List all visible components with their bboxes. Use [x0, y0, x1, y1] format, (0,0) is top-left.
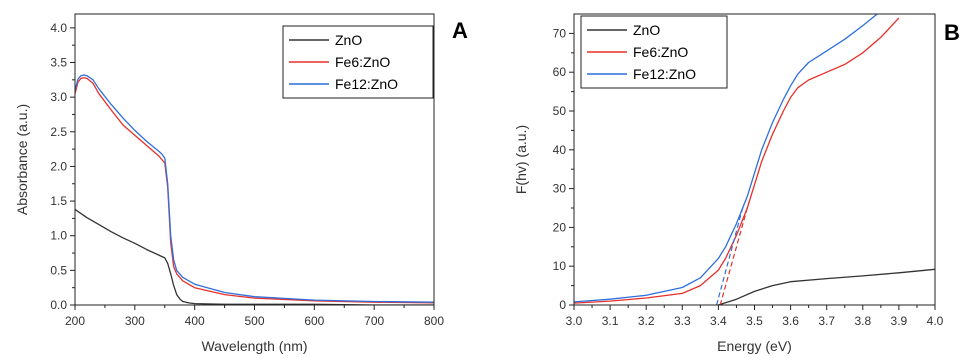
chart-b-y-tick-label: 40 — [553, 143, 567, 157]
chart-b-x-tick-label: 3.7 — [818, 314, 835, 328]
chart-a-y-axis-title: Absorbance (a.u.) — [14, 104, 30, 215]
chart-a-legend: ZnO Fe6:ZnO Fe12:ZnO — [282, 25, 434, 99]
chart-a-x-tick-label: 200 — [65, 314, 85, 328]
chart-b-y-tick-label: 30 — [553, 182, 567, 196]
chart-b-legend-box — [580, 15, 728, 89]
chart-b-x-tick-label: 3.4 — [710, 314, 727, 328]
chart-b-x-tick-label: 3.3 — [674, 314, 691, 328]
chart-a-panel-label: A — [452, 18, 468, 43]
chart-a-x-tick-label: 700 — [364, 314, 384, 328]
chart-b-y-tick-label: 10 — [553, 259, 567, 273]
chart-a-series-zno — [75, 208, 434, 305]
chart-a-legend-label: Fe6:ZnO — [335, 54, 390, 70]
chart-a-ticks: 200 300 400 500 600 700 800 0.0 0.5 1.0 1.5 2.0 2.5 3… — [50, 21, 444, 328]
chart-b-y-tick-label: 50 — [553, 104, 567, 118]
chart-a-y-tick-label: 2.0 — [50, 159, 67, 173]
chart-b-x-tick-label: 3.1 — [602, 314, 619, 328]
chart-b-x-tick-label: 3.5 — [746, 314, 763, 328]
chart-b-series-group — [574, 14, 935, 305]
chart-a-series-fe12-zno — [75, 74, 434, 303]
chart-b-x-tick-label: 3.9 — [891, 314, 908, 328]
chart-a-legend-label: Fe12:ZnO — [335, 76, 398, 92]
chart-b-y-tick-label: 20 — [553, 220, 567, 234]
chart-b-y-tick-label: 70 — [553, 26, 567, 40]
chart-b-x-axis-title: Energy (eV) — [717, 338, 792, 354]
chart-b-x-tick-label: 3.2 — [638, 314, 655, 328]
chart-b-series-fe12-zno — [574, 14, 878, 303]
chart-a-y-tick-label: 4.0 — [50, 21, 67, 35]
chart-a-y-tick-label: 0.0 — [50, 298, 67, 312]
chart-b-x-tick-label: 3.0 — [566, 314, 583, 328]
chart-b-legend-label: ZnO — [633, 22, 660, 38]
chart-b-y-tick-label: 0 — [559, 298, 566, 312]
chart-a-y-tick-label: 3.5 — [50, 56, 67, 70]
chart-a-y-tick-label: 2.5 — [50, 125, 67, 139]
chart-a-x-tick-label: 800 — [424, 314, 444, 328]
chart-a: 200 300 400 500 600 700 800 0.0 0.5 1.0 1.5 2.0 2.5 3… — [14, 13, 468, 354]
chart-a-series-group — [75, 74, 434, 305]
chart-b-legend-label: Fe6:ZnO — [633, 44, 688, 60]
chart-b-x-tick-label: 4.0 — [927, 314, 944, 328]
chart-b: 3.0 3.1 3.2 3.3 3.4 3.5 3.6 3.7 3.8 3.9 4.0 0 10 20 30… — [513, 13, 960, 354]
chart-a-x-axis-title: Wavelength (nm) — [201, 338, 307, 354]
chart-a-y-tick-label: 3.0 — [50, 90, 67, 104]
chart-a-legend-label: ZnO — [335, 32, 362, 48]
chart-b-tangent-fe6-zno — [719, 207, 748, 305]
chart-b-y-tick-label: 60 — [553, 65, 567, 79]
chart-b-legend: ZnO Fe6:ZnO Fe12:ZnO — [580, 15, 728, 89]
chart-b-series-fe6-zno — [574, 17, 900, 304]
chart-b-x-tick-label: 3.6 — [782, 314, 799, 328]
chart-b-series-zno — [718, 268, 935, 305]
chart-b-panel-label: B — [944, 20, 960, 45]
chart-b-ticks: 3.0 3.1 3.2 3.3 3.4 3.5 3.6 3.7 3.8 3.9 4.0 0 10 20 30… — [553, 26, 944, 328]
chart-a-y-tick-label: 0.5 — [50, 263, 67, 277]
chart-a-x-tick-label: 400 — [185, 314, 205, 328]
chart-b-x-tick-label: 3.8 — [854, 314, 871, 328]
chart-a-x-tick-label: 600 — [304, 314, 324, 328]
chart-b-tangent-fe12-zno — [716, 203, 745, 305]
chart-b-legend-label: Fe12:ZnO — [633, 66, 696, 82]
chart-a-series-fe6-zno — [75, 77, 434, 304]
chart-a-y-tick-label: 1.5 — [50, 194, 67, 208]
chart-a-y-tick-label: 1.0 — [50, 229, 67, 243]
chart-a-x-tick-label: 300 — [125, 314, 145, 328]
chart-a-x-tick-label: 500 — [244, 314, 264, 328]
chart-b-y-axis-title: F(hv) (a.u.) — [513, 125, 529, 194]
